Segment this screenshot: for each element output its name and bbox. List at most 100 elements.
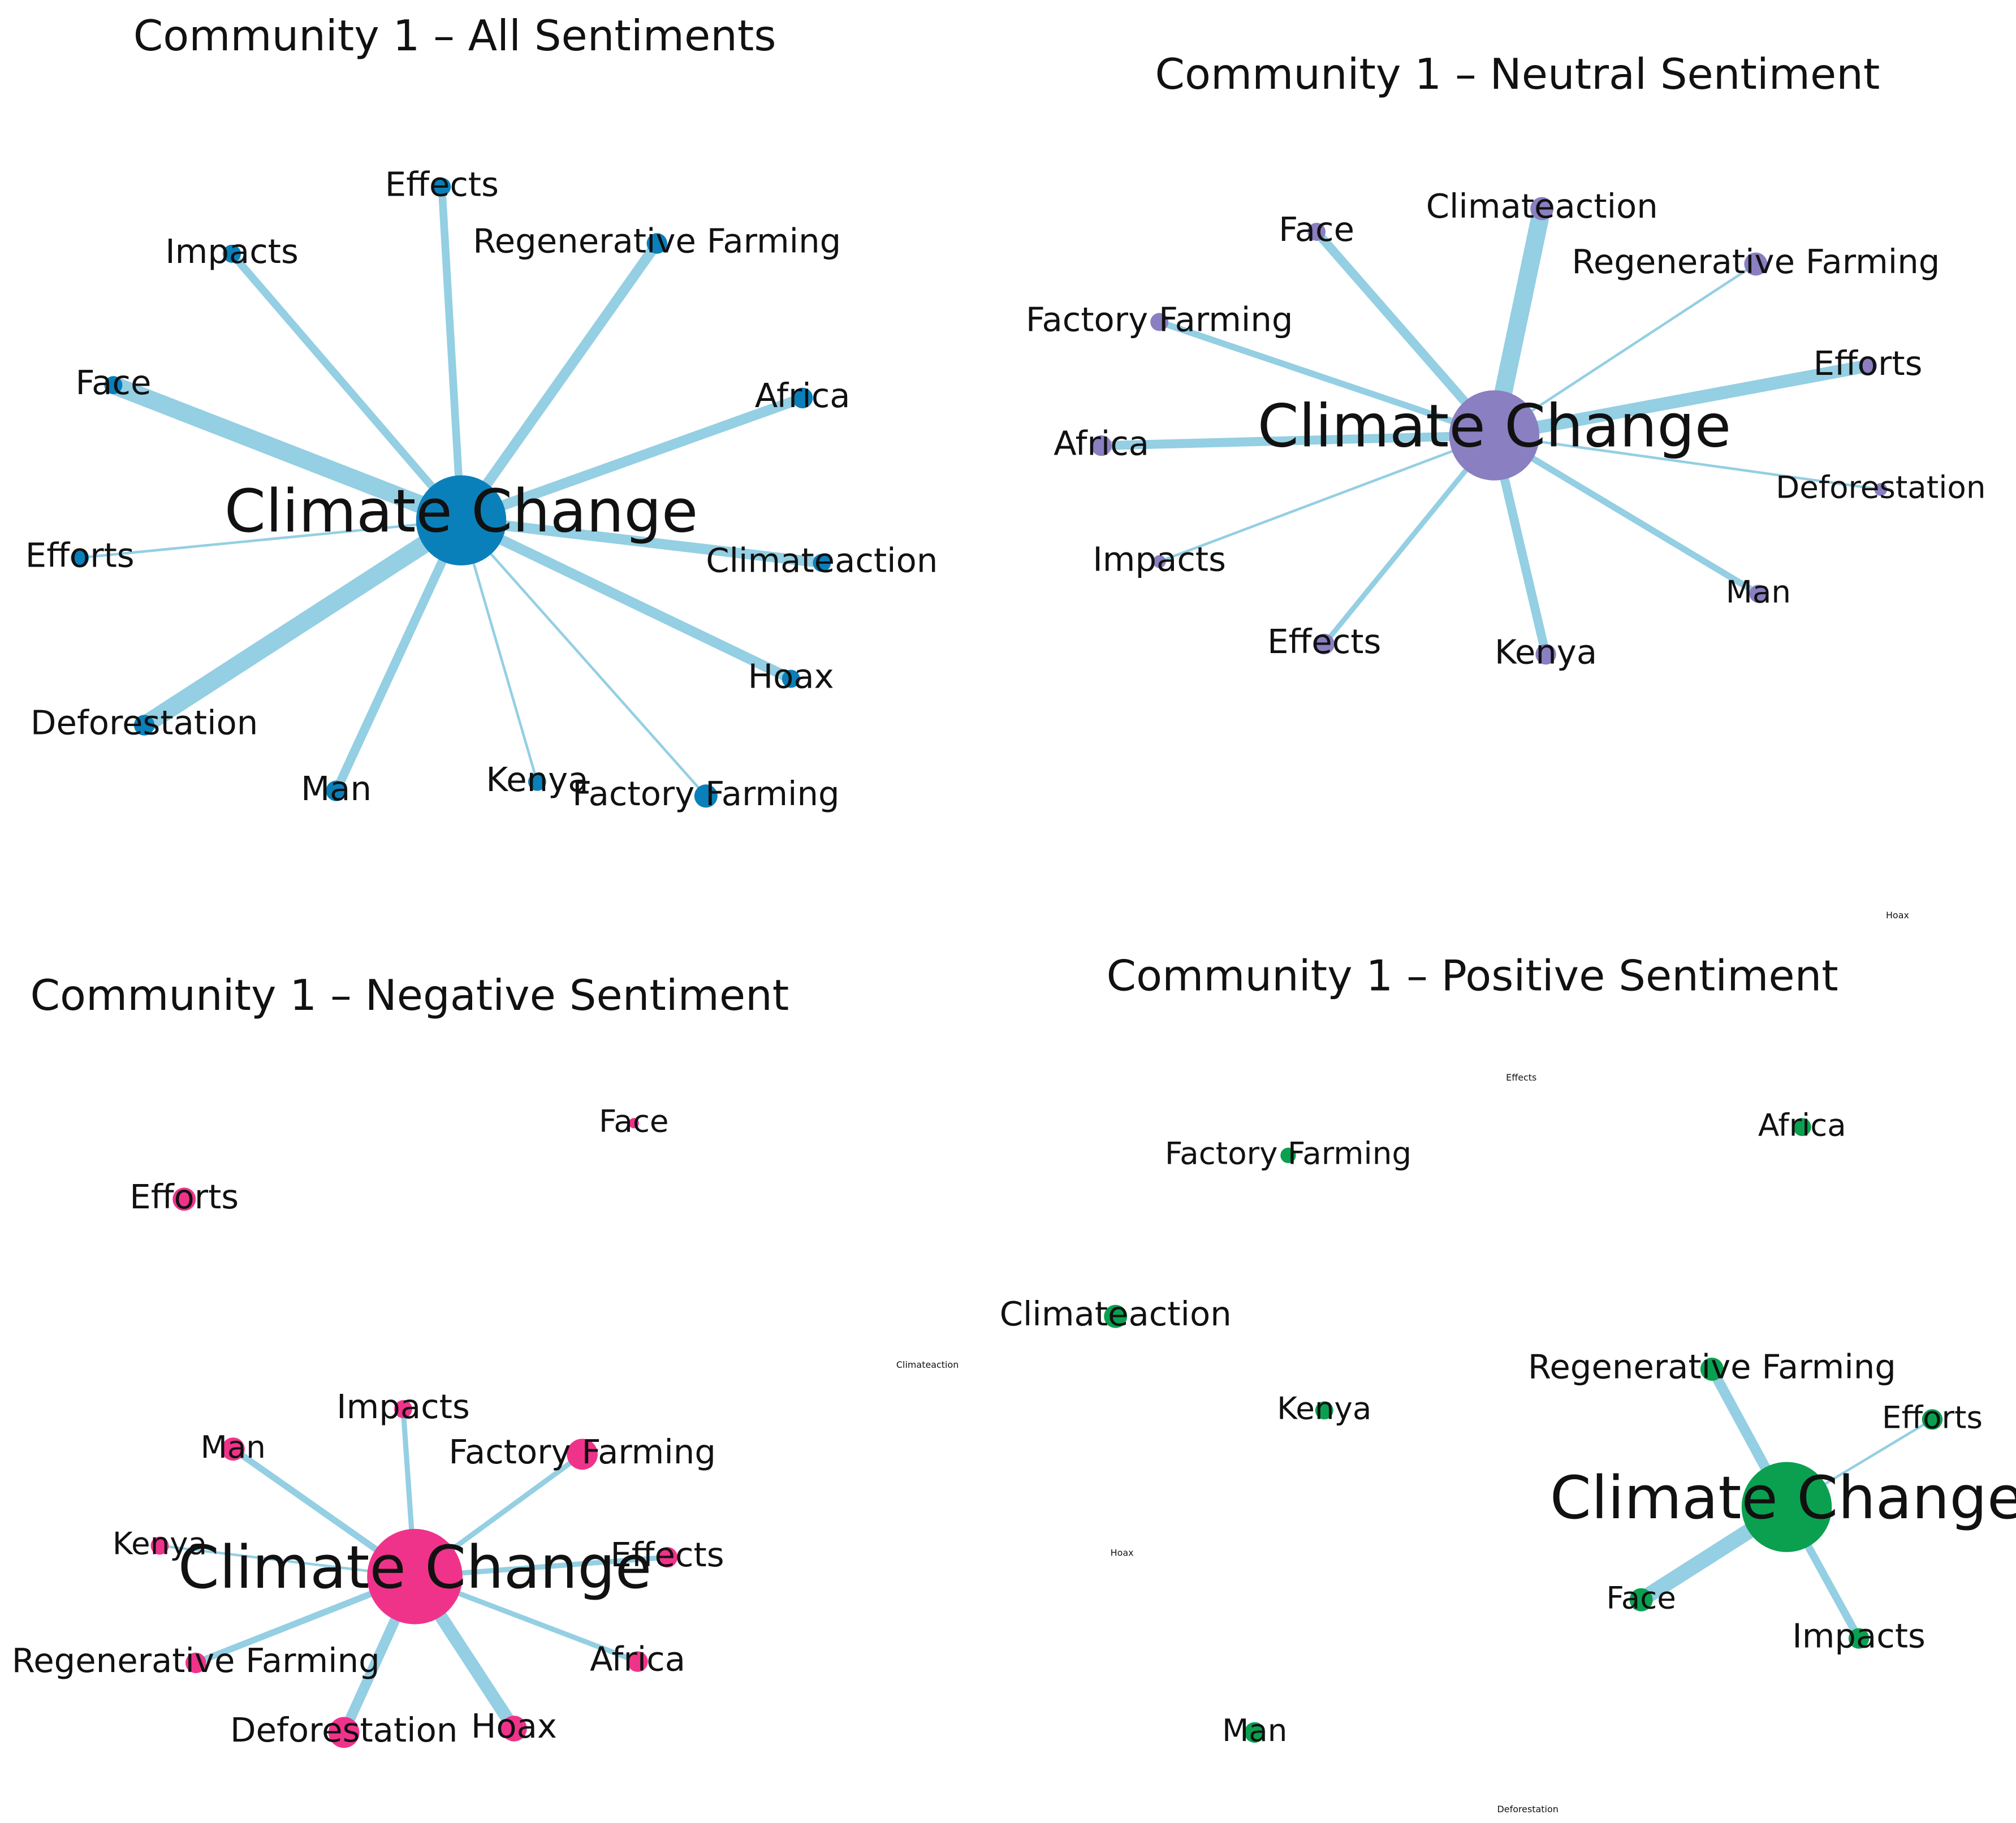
panel-title: Community 1 – Positive Sentiment [1107, 951, 1838, 1001]
node-label: Factory Farming [1026, 300, 1293, 339]
node-label: Face [599, 1103, 669, 1139]
node-label: Climateaction [1000, 1294, 1232, 1333]
node-label: Man [201, 1429, 266, 1465]
node [1922, 1409, 1943, 1430]
node [628, 1118, 639, 1129]
edge [139, 512, 467, 733]
node-label: Impacts [336, 1387, 470, 1426]
node [1280, 1147, 1296, 1163]
node-label: Kenya [1277, 1390, 1371, 1426]
edge [459, 516, 793, 684]
node [1874, 483, 1888, 496]
node [394, 1400, 412, 1419]
node [1307, 223, 1326, 241]
node-label: Regenerative Farming [12, 1641, 380, 1680]
center-node [1741, 1462, 1832, 1552]
node [185, 1652, 206, 1674]
node-label: Effects [385, 165, 499, 204]
edge [228, 251, 464, 523]
node [501, 1716, 527, 1742]
node [694, 784, 718, 808]
node [1150, 313, 1169, 331]
node-label: Efforts [1814, 344, 1923, 383]
node-label: Deforestation [31, 703, 258, 742]
node [782, 669, 800, 688]
node-label: Africa [755, 376, 851, 415]
panel-title: Community 1 – All Sentiments [133, 11, 776, 61]
node-label: Climateaction [706, 541, 938, 580]
node-label: Face [1606, 1579, 1676, 1615]
node [150, 1536, 169, 1555]
center-label: Climate Change [1258, 392, 1732, 461]
center-label: Climate Change [225, 477, 698, 546]
edge [457, 240, 662, 524]
node-label: Man [1726, 573, 1791, 610]
node [326, 780, 347, 801]
node-label: Africa [1054, 424, 1149, 463]
edge [1494, 434, 1881, 491]
node [71, 548, 89, 567]
node [133, 715, 155, 736]
edge [460, 519, 707, 797]
node-label: Deforestation [230, 1710, 457, 1749]
node [1744, 252, 1768, 276]
node-label: Efforts [25, 535, 135, 574]
edge [110, 377, 465, 529]
edge [1492, 433, 1760, 597]
node-label: Factory Farming [572, 774, 840, 813]
edge [438, 186, 465, 521]
edge [1158, 319, 1496, 439]
node [328, 1717, 360, 1748]
node-label: Regenerative Farming [473, 222, 841, 261]
node-label: Deforestation [1776, 469, 1985, 506]
node [1314, 633, 1335, 655]
node-label: Kenya [1495, 632, 1597, 671]
node-label: Hoax [471, 1707, 557, 1746]
node-label: Face [75, 363, 151, 402]
node-label: Africa [1758, 1107, 1846, 1143]
node-label: Hoax [1111, 1548, 1134, 1558]
node-label: Africa [590, 1640, 685, 1679]
node-label: Kenya [113, 1526, 207, 1562]
node [646, 233, 667, 254]
node-label: Regenerative Farming [1528, 1347, 1896, 1386]
center-node [1449, 390, 1540, 481]
node-label: Deforestation [1497, 1804, 1559, 1815]
edge [1101, 430, 1495, 451]
node [1152, 555, 1166, 568]
center-node [416, 475, 507, 566]
node-label: Hoax [1886, 910, 1909, 921]
node-label: Hoax [748, 657, 834, 696]
edge [460, 515, 823, 568]
node [1535, 643, 1556, 665]
node-label: Impacts [1792, 1617, 1926, 1656]
edge [1493, 263, 1757, 437]
edge [80, 519, 461, 559]
node-label: Climateaction [896, 1359, 959, 1370]
node-label: Efforts [1882, 1399, 1983, 1435]
node [223, 244, 241, 263]
node-label: Man [301, 769, 372, 808]
node-label: Factory Farming [1165, 1135, 1411, 1171]
node [792, 387, 813, 409]
node-label: Effects [1267, 622, 1381, 661]
node [1629, 1588, 1653, 1612]
panel-title: Community 1 – Negative Sentiment [31, 970, 789, 1020]
node [221, 1437, 245, 1461]
node-label: Regenerative Farming [1572, 242, 1940, 281]
node-label: Impacts [1093, 539, 1226, 578]
node-label: Climateaction [1426, 187, 1658, 226]
node-label: Effects [610, 1535, 724, 1574]
node [528, 772, 546, 791]
node [1700, 1357, 1724, 1381]
node [433, 178, 451, 196]
node [104, 376, 123, 395]
center-label: Climate Change [178, 1533, 652, 1602]
node [1104, 1304, 1128, 1328]
panel-title: Community 1 – Neutral Sentiment [1155, 49, 1880, 99]
node [1244, 1722, 1265, 1743]
node [172, 1187, 196, 1211]
node [1530, 197, 1554, 221]
center-label: Climate Change [1550, 1463, 2016, 1532]
